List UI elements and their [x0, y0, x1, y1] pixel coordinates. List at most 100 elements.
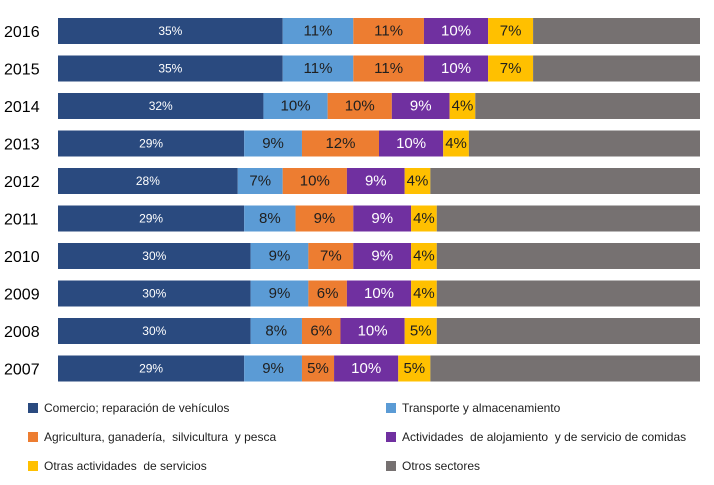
data-label: 10%: [351, 360, 381, 377]
bar-segment: [353, 205, 412, 232]
bar-segment: [58, 168, 238, 194]
data-label: 5%: [403, 360, 425, 377]
data-label: 11%: [374, 60, 403, 77]
legend-swatch: [386, 403, 396, 413]
bar-segment: [404, 318, 437, 344]
data-label: 9%: [410, 98, 432, 115]
bar-segment: [411, 205, 437, 232]
bar-segment: [58, 93, 264, 119]
bar-segment: [58, 55, 283, 82]
data-label: 10%: [441, 60, 471, 77]
bar-segment: [443, 130, 469, 157]
data-label: 30%: [142, 249, 166, 263]
bar-segment: [250, 318, 302, 344]
data-label: 4%: [452, 98, 474, 115]
data-label: 4%: [407, 173, 429, 190]
bar-segment: [430, 168, 700, 194]
data-label: 10%: [281, 98, 311, 115]
data-label: 12%: [325, 135, 355, 152]
legend-item: Transporte y almacenamiento: [386, 401, 560, 415]
data-label: 10%: [358, 323, 388, 340]
bar-segment: [346, 280, 412, 307]
bar-segment: [58, 280, 251, 307]
bar-segment: [436, 205, 700, 232]
bar-segment: [533, 55, 700, 82]
data-label: 8%: [265, 323, 287, 340]
bar-segment: [58, 18, 283, 44]
bar-segment: [308, 280, 347, 307]
data-label: 29%: [139, 362, 163, 376]
bar-segment: [244, 130, 302, 157]
bar-segment: [334, 355, 399, 382]
bar-segment: [237, 168, 283, 194]
data-label: 9%: [269, 285, 291, 302]
y-tick-label: 2016: [4, 24, 40, 41]
data-label: 35%: [158, 62, 182, 76]
bar-segment: [488, 18, 534, 44]
y-tick-label: 2008: [4, 324, 40, 341]
data-label: 5%: [307, 360, 329, 377]
bar-segment: [436, 318, 700, 344]
bar-segment: [468, 130, 700, 157]
data-label: 7%: [249, 173, 271, 190]
bar-segment: [423, 55, 489, 82]
legend-item: Otras actividades de servicios: [28, 459, 207, 473]
data-label: 32%: [149, 99, 173, 113]
data-label: 4%: [413, 248, 435, 265]
bar-segment: [250, 243, 309, 269]
bar-segment: [436, 280, 700, 307]
data-label: 11%: [304, 60, 333, 77]
bar-segment: [244, 205, 296, 232]
data-label: 9%: [365, 173, 387, 190]
y-tick-label: 2014: [4, 99, 40, 116]
data-label: 9%: [314, 210, 336, 227]
y-tick-label: 2010: [4, 249, 40, 266]
bar-segment: [411, 243, 437, 269]
bar-segment: [58, 243, 251, 269]
y-tick-label: 2011: [4, 212, 39, 229]
data-label: 8%: [259, 210, 281, 227]
bar-segment: [301, 318, 341, 344]
stacked-bar-chart: 35% 11% 11% 10% 7% 35% 11% 11% 10% 7% 32% 10% 10% 9% 4…: [4, 18, 700, 382]
data-label: 9%: [371, 210, 393, 227]
data-label: 11%: [374, 23, 403, 40]
y-tick-label: 2012: [4, 174, 40, 191]
legend-item: Actividades de alojamiento y de servicio…: [386, 430, 686, 444]
y-tick-label: 2013: [4, 137, 40, 154]
data-label: 28%: [136, 174, 160, 188]
bar-segment: [282, 168, 347, 194]
bar-segment: [488, 55, 534, 82]
data-label: 7%: [500, 23, 522, 40]
data-label: 7%: [500, 60, 522, 77]
bar-segment: [301, 130, 379, 157]
data-label: 9%: [262, 360, 284, 377]
data-label: 4%: [445, 135, 467, 152]
data-label: 29%: [139, 137, 163, 151]
data-label: 10%: [345, 98, 375, 115]
bar-segment: [398, 355, 431, 382]
legend-swatch: [386, 432, 396, 442]
data-label: 7%: [320, 248, 342, 265]
bar-segment: [353, 243, 412, 269]
bar-segment: [533, 18, 700, 44]
legend-swatch: [28, 461, 38, 471]
data-label: 9%: [262, 135, 284, 152]
data-label: 10%: [364, 285, 394, 302]
bar-segment: [430, 355, 700, 382]
data-label: 30%: [142, 324, 166, 338]
legend-label: Agricultura, ganadería, silvicultura y p…: [44, 430, 277, 444]
bar-segment: [353, 18, 424, 44]
bar-segment: [58, 318, 251, 344]
legend-label: Otras actividades de servicios: [44, 459, 207, 473]
bar-segment: [58, 355, 245, 382]
bar-segment: [353, 55, 424, 82]
data-label: 10%: [396, 135, 426, 152]
bar-segment: [58, 130, 245, 157]
bar-segment: [295, 205, 354, 232]
legend-label: Comercio; reparación de vehículos: [44, 401, 230, 415]
bar-segment: [346, 168, 405, 194]
bar-segment: [58, 205, 245, 232]
y-tick-label: 2009: [4, 287, 40, 304]
data-label: 10%: [300, 173, 330, 190]
legend-label: Otros sectores: [402, 459, 481, 473]
